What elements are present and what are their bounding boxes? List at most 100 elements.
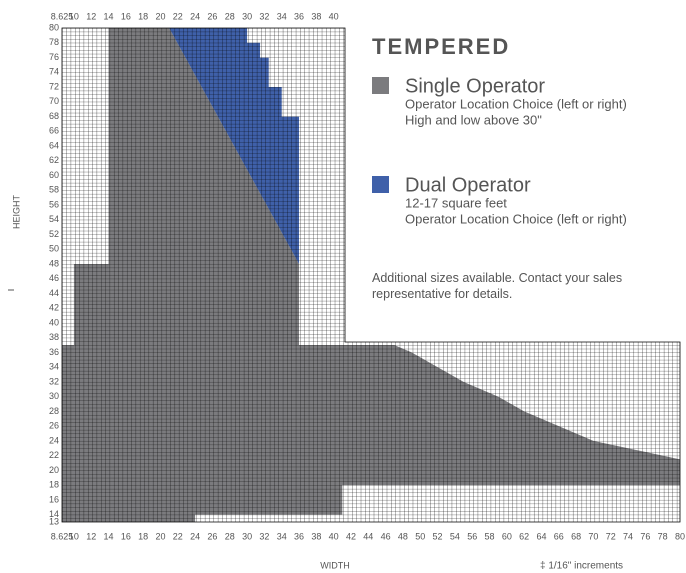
x-tick-label-top: 22: [173, 11, 183, 21]
y-tick-label: 18: [49, 480, 59, 490]
x-tick-label: 58: [485, 531, 495, 541]
legend-detail: High and low above 30": [405, 112, 542, 127]
x-tick-label: 28: [225, 531, 235, 541]
x-tick-label: 8.625: [51, 531, 74, 541]
legend-detail: Operator Location Choice (left or right): [405, 211, 627, 226]
x-axis-label: WIDTH: [320, 560, 350, 570]
y-tick-label: 72: [49, 81, 59, 91]
y-tick-label: 32: [49, 376, 59, 386]
y-tick-label: 38: [49, 332, 59, 342]
x-tick-label: 10: [69, 531, 79, 541]
x-tick-label-top: 20: [155, 11, 165, 21]
y-tick-label: 50: [49, 244, 59, 254]
x-tick-label: 66: [554, 531, 564, 541]
y-tick-label: 46: [49, 273, 59, 283]
legend-label: Single Operator: [405, 75, 545, 97]
y-tick-label: 26: [49, 421, 59, 431]
x-tick-label: 48: [398, 531, 408, 541]
x-tick-label: 26: [207, 531, 217, 541]
y-tick-label: 48: [49, 258, 59, 268]
x-tick-label: 72: [606, 531, 616, 541]
x-tick-label: 52: [433, 531, 443, 541]
y-tick-label: 76: [49, 52, 59, 62]
x-tick-label-top: 34: [277, 11, 287, 21]
x-tick-label: 32: [259, 531, 269, 541]
x-tick-label: 24: [190, 531, 200, 541]
x-tick-label: 60: [502, 531, 512, 541]
y-tick-label: 68: [49, 111, 59, 121]
x-tick-label: 36: [294, 531, 304, 541]
y-tick-label: 56: [49, 199, 59, 209]
y-tick-label: 54: [49, 214, 59, 224]
y-tick-label: 62: [49, 155, 59, 165]
x-tick-label-top: 30: [242, 11, 252, 21]
note: Additional sizes available. Contact your…: [372, 271, 623, 301]
y-tick-label: 44: [49, 288, 59, 298]
legend-label: Dual Operator: [405, 174, 531, 196]
legend-detail: 12-17 square feet: [405, 195, 507, 210]
x-tick-label: 80: [675, 531, 685, 541]
x-tick-label-top: 40: [329, 11, 339, 21]
y-tick-label: 20: [49, 465, 59, 475]
x-tick-label-top: 10: [69, 11, 79, 21]
y-tick-label: 14: [49, 509, 59, 519]
x-tick-label-top: 32: [259, 11, 269, 21]
y-tick-label: 70: [49, 96, 59, 106]
y-tick-label: 66: [49, 126, 59, 136]
y-tick-label: 34: [49, 362, 59, 372]
x-tick-label: 76: [640, 531, 650, 541]
y-tick-label: 24: [49, 435, 59, 445]
x-tick-label: 68: [571, 531, 581, 541]
y-tick-label: 42: [49, 303, 59, 313]
x-tick-label: 42: [346, 531, 356, 541]
x-tick-label-top: 24: [190, 11, 200, 21]
x-tick-label: 74: [623, 531, 633, 541]
x-tick-label: 78: [658, 531, 668, 541]
y-tick-label: 52: [49, 229, 59, 239]
x-tick-label: 18: [138, 531, 148, 541]
legend-detail: Operator Location Choice (left or right): [405, 96, 627, 111]
x-tick-label: 30: [242, 531, 252, 541]
x-tick-label-top: 38: [311, 11, 321, 21]
footnote: ‡ 1/16" increments: [540, 561, 623, 572]
x-tick-label: 12: [86, 531, 96, 541]
y-tick-label: 40: [49, 317, 59, 327]
x-tick-label-top: 26: [207, 11, 217, 21]
legend-swatch: [372, 77, 389, 94]
x-tick-label-top: 14: [104, 11, 114, 21]
y-tick-label: 78: [49, 37, 59, 47]
x-tick-label: 46: [381, 531, 391, 541]
y-tick-label: 60: [49, 170, 59, 180]
y-tick-label: 30: [49, 391, 59, 401]
x-tick-label: 34: [277, 531, 287, 541]
y-tick-label: 16: [49, 494, 59, 504]
x-tick-label: 54: [450, 531, 460, 541]
x-tick-label: 22: [173, 531, 183, 541]
x-tick-label: 62: [519, 531, 529, 541]
y-tick-label: 28: [49, 406, 59, 416]
x-tick-label: 40: [329, 531, 339, 541]
y-tick-label: 58: [49, 185, 59, 195]
x-tick-label-top: 16: [121, 11, 131, 21]
x-tick-label: 44: [363, 531, 373, 541]
x-tick-label: 20: [155, 531, 165, 541]
grid-outline: [61, 27, 681, 523]
x-tick-label: 16: [121, 531, 131, 541]
x-tick-label: 14: [104, 531, 114, 541]
x-tick-label-top: 18: [138, 11, 148, 21]
y-tick-label: 64: [49, 140, 59, 150]
legend-swatch: [372, 176, 389, 193]
x-tick-label-top: 12: [86, 11, 96, 21]
y-tick-label: 22: [49, 450, 59, 460]
x-tick-label: 70: [588, 531, 598, 541]
x-tick-label: 64: [536, 531, 546, 541]
legend-title: TEMPERED: [372, 34, 510, 59]
y-axis-label: HEIGHT: [11, 195, 21, 230]
y-tick-label: 74: [49, 67, 59, 77]
y-tick-label: 80: [49, 22, 59, 32]
y-tick-label: 36: [49, 347, 59, 357]
x-tick-label-top: 8.625: [51, 11, 74, 21]
